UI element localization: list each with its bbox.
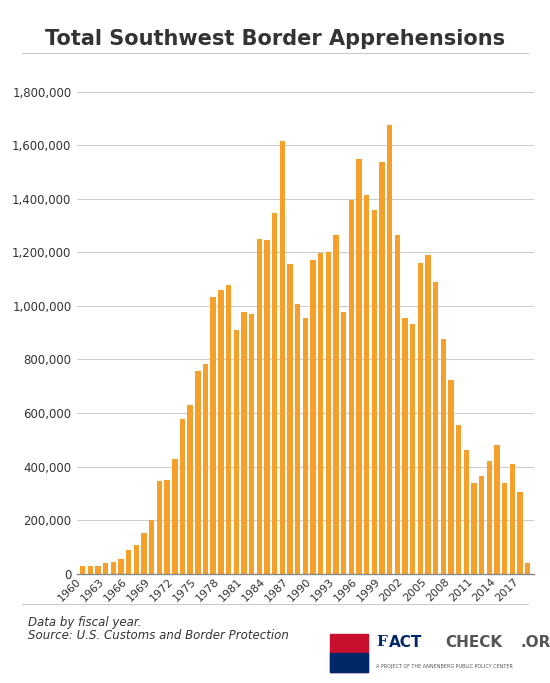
Bar xyxy=(111,562,116,574)
Bar xyxy=(302,318,308,574)
Bar xyxy=(88,566,93,574)
Bar xyxy=(272,212,277,574)
Bar xyxy=(510,464,515,574)
Bar xyxy=(471,483,477,574)
Bar xyxy=(318,253,323,574)
Bar xyxy=(518,492,522,574)
Bar xyxy=(103,563,108,574)
Bar xyxy=(141,533,147,574)
Bar xyxy=(188,405,193,574)
Bar xyxy=(249,314,254,574)
Bar xyxy=(356,158,362,574)
Bar xyxy=(295,304,300,574)
Bar xyxy=(395,235,400,574)
Bar xyxy=(372,210,377,574)
Text: ACT: ACT xyxy=(388,635,422,650)
Text: Total Southwest Border Apprehensions: Total Southwest Border Apprehensions xyxy=(45,29,505,48)
Bar xyxy=(95,566,101,574)
Bar xyxy=(180,419,185,574)
Bar xyxy=(330,653,367,672)
Bar xyxy=(310,260,316,574)
Bar xyxy=(126,550,131,574)
Bar xyxy=(226,285,231,574)
Bar xyxy=(330,634,367,672)
Text: Data by fiscal year.: Data by fiscal year. xyxy=(28,616,141,629)
Bar xyxy=(417,263,423,574)
Bar xyxy=(164,480,170,574)
Bar xyxy=(487,461,492,574)
Bar xyxy=(234,330,239,574)
Bar xyxy=(287,264,293,574)
Text: Source: U.S. Customs and Border Protection: Source: U.S. Customs and Border Protecti… xyxy=(28,629,288,642)
Bar xyxy=(494,445,500,574)
Bar xyxy=(364,195,369,574)
Bar xyxy=(349,200,354,574)
Bar xyxy=(502,484,508,574)
Bar xyxy=(448,380,454,574)
Bar xyxy=(279,141,285,574)
Bar xyxy=(410,324,415,574)
Text: A PROJECT OF THE ANNENBERG PUBLIC POLICY CENTER: A PROJECT OF THE ANNENBERG PUBLIC POLICY… xyxy=(376,664,513,669)
Bar xyxy=(464,449,469,574)
Bar xyxy=(264,240,270,574)
Bar xyxy=(256,238,262,574)
Bar xyxy=(456,425,461,574)
Bar xyxy=(525,563,530,574)
Bar xyxy=(341,311,346,574)
Bar xyxy=(433,282,438,574)
Bar xyxy=(441,339,446,574)
Bar xyxy=(118,559,124,574)
Bar xyxy=(157,482,162,574)
Bar xyxy=(218,290,223,574)
Bar xyxy=(402,318,408,574)
Bar xyxy=(211,297,216,574)
Bar xyxy=(203,365,208,574)
Bar xyxy=(134,545,139,574)
Bar xyxy=(333,236,339,574)
Bar xyxy=(479,476,485,574)
Bar xyxy=(80,566,85,574)
Bar xyxy=(172,458,178,574)
Text: .ORG: .ORG xyxy=(520,635,550,650)
Bar xyxy=(387,125,392,574)
Bar xyxy=(149,520,155,574)
Bar xyxy=(425,255,431,574)
Text: F: F xyxy=(376,635,387,650)
Bar xyxy=(379,162,384,574)
Text: CHECK: CHECK xyxy=(445,635,502,650)
Bar xyxy=(195,371,201,574)
Bar xyxy=(241,312,246,574)
Bar xyxy=(326,253,331,574)
